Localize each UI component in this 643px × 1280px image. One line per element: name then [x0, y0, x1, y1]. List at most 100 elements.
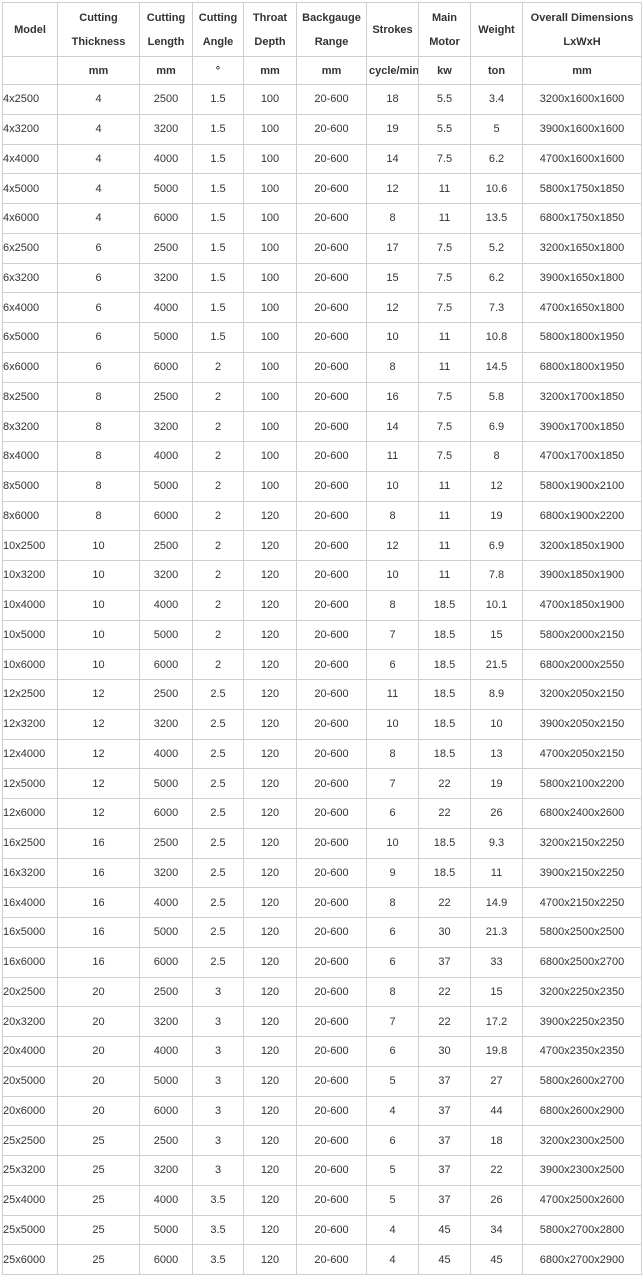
- data-cell: 20-600: [296, 560, 367, 591]
- data-cell: 25: [57, 1214, 140, 1246]
- data-cell: 8: [57, 470, 140, 502]
- data-cell: 37: [418, 1065, 471, 1097]
- table-row: 16x4000 16 4000 2.5 120 20-600 8 22 14.9 4700x215…: [2, 887, 642, 918]
- data-cell: 12: [366, 173, 419, 204]
- data-cell: 22: [418, 887, 471, 918]
- data-cell: 4700x2150x2250: [522, 887, 642, 918]
- data-cell: 100: [243, 84, 297, 115]
- data-cell: 4700x1700x1850: [522, 441, 642, 472]
- data-cell: 20-600: [296, 946, 367, 978]
- data-cell: 20-600: [296, 649, 367, 680]
- unit-cell: °: [192, 56, 244, 85]
- data-cell: 3200x2050x2150: [522, 679, 642, 710]
- data-cell: 20-600: [296, 441, 367, 472]
- data-cell: 5000: [139, 173, 193, 204]
- table-row: 8x3200 8 3200 2 100 20-600 14 7.5 6.9 3900x1700x1…: [2, 411, 642, 442]
- data-cell: 120: [243, 1095, 297, 1127]
- data-cell: 37: [418, 946, 471, 978]
- data-cell: 20-600: [296, 84, 367, 115]
- data-cell: 4700x1650x1800: [522, 292, 642, 323]
- data-cell: 2.5: [192, 738, 244, 770]
- data-cell: 3200: [139, 857, 193, 889]
- data-cell: 3900x1650x1800: [522, 262, 642, 294]
- data-cell: 20-600: [296, 976, 367, 1008]
- data-cell: 3900x2150x2250: [522, 857, 642, 889]
- data-cell: 20-600: [296, 708, 367, 740]
- data-cell: 120: [243, 857, 297, 889]
- data-cell: 45: [418, 1244, 471, 1275]
- data-cell: 120: [243, 798, 297, 829]
- data-cell: 19: [366, 113, 419, 145]
- data-cell: 21.5: [470, 649, 523, 680]
- model-cell: 8x6000: [2, 500, 58, 532]
- data-cell: 11: [418, 203, 471, 234]
- data-cell: 100: [243, 322, 297, 353]
- data-cell: 37: [418, 1125, 471, 1156]
- data-cell: 20-600: [296, 619, 367, 651]
- data-cell: 25: [57, 1184, 140, 1216]
- data-cell: 2500: [139, 1125, 193, 1156]
- data-cell: 12: [57, 679, 140, 710]
- model-cell: 10x2500: [2, 530, 58, 561]
- data-cell: 2500: [139, 827, 193, 859]
- data-cell: 8: [366, 976, 419, 1008]
- data-cell: 5800x1800x1950: [522, 322, 642, 353]
- data-cell: 7.3: [470, 292, 523, 323]
- data-cell: 100: [243, 262, 297, 294]
- data-cell: 15: [470, 619, 523, 651]
- data-cell: 20-600: [296, 351, 367, 383]
- data-cell: 6000: [139, 946, 193, 978]
- data-cell: 3200x1850x1900: [522, 530, 642, 561]
- data-cell: 8: [57, 500, 140, 532]
- data-cell: 2: [192, 351, 244, 383]
- data-cell: 10: [366, 322, 419, 353]
- data-cell: 2: [192, 560, 244, 591]
- column-header: Cutting Length: [139, 2, 193, 57]
- data-cell: 20-600: [296, 381, 367, 413]
- column-header: Weight: [470, 2, 523, 57]
- model-cell: 16x3200: [2, 857, 58, 889]
- data-cell: 7.5: [418, 262, 471, 294]
- table-row: 6x4000 6 4000 1.5 100 20-600 12 7.5 7.3 4700x1650…: [2, 292, 642, 323]
- data-cell: 8: [366, 738, 419, 770]
- model-cell: 20x5000: [2, 1065, 58, 1097]
- data-cell: 18.5: [418, 589, 471, 621]
- model-cell: 6x4000: [2, 292, 58, 323]
- data-cell: 3200: [139, 113, 193, 145]
- data-cell: 6000: [139, 500, 193, 532]
- data-cell: 6800x1750x1850: [522, 203, 642, 234]
- table-row: 20x2500 20 2500 3 120 20-600 8 22 15 3200x2250x23…: [2, 976, 642, 1008]
- data-cell: 20: [57, 1065, 140, 1097]
- model-cell: 10x4000: [2, 589, 58, 621]
- data-cell: 2: [192, 381, 244, 413]
- data-cell: 2.5: [192, 679, 244, 710]
- data-cell: 16: [366, 381, 419, 413]
- data-cell: 5800x2000x2150: [522, 619, 642, 651]
- table-row: 4x2500 4 2500 1.5 100 20-600 18 5.5 3.4 3200x1600…: [2, 84, 642, 115]
- units-row: mm mm ° mm mm cycle/min kw ton mm: [2, 56, 642, 85]
- data-cell: 13: [470, 738, 523, 770]
- model-cell: 25x6000: [2, 1244, 58, 1275]
- data-cell: 3900x2050x2150: [522, 708, 642, 740]
- data-cell: 100: [243, 113, 297, 145]
- data-cell: 16: [57, 887, 140, 918]
- data-cell: 3200: [139, 560, 193, 591]
- table-row: 6x2500 6 2500 1.5 100 20-600 17 7.5 5.2 3200x1650…: [2, 232, 642, 264]
- data-cell: 2500: [139, 976, 193, 1008]
- data-cell: 7.8: [470, 560, 523, 591]
- data-cell: 6000: [139, 798, 193, 829]
- header-row: Model Cutting Thickness Cutting Length Cutt…: [2, 2, 642, 57]
- data-cell: 2: [192, 441, 244, 472]
- data-cell: 4: [57, 143, 140, 175]
- data-cell: 5000: [139, 1214, 193, 1246]
- data-cell: 6: [366, 1125, 419, 1156]
- data-cell: 5000: [139, 917, 193, 948]
- data-cell: 10.1: [470, 589, 523, 621]
- data-cell: 34: [470, 1214, 523, 1246]
- data-cell: 100: [243, 292, 297, 323]
- data-cell: 16: [57, 917, 140, 948]
- data-cell: 3200: [139, 1155, 193, 1186]
- data-cell: 20-600: [296, 738, 367, 770]
- data-cell: 4000: [139, 589, 193, 621]
- data-cell: 6800x2000x2550: [522, 649, 642, 680]
